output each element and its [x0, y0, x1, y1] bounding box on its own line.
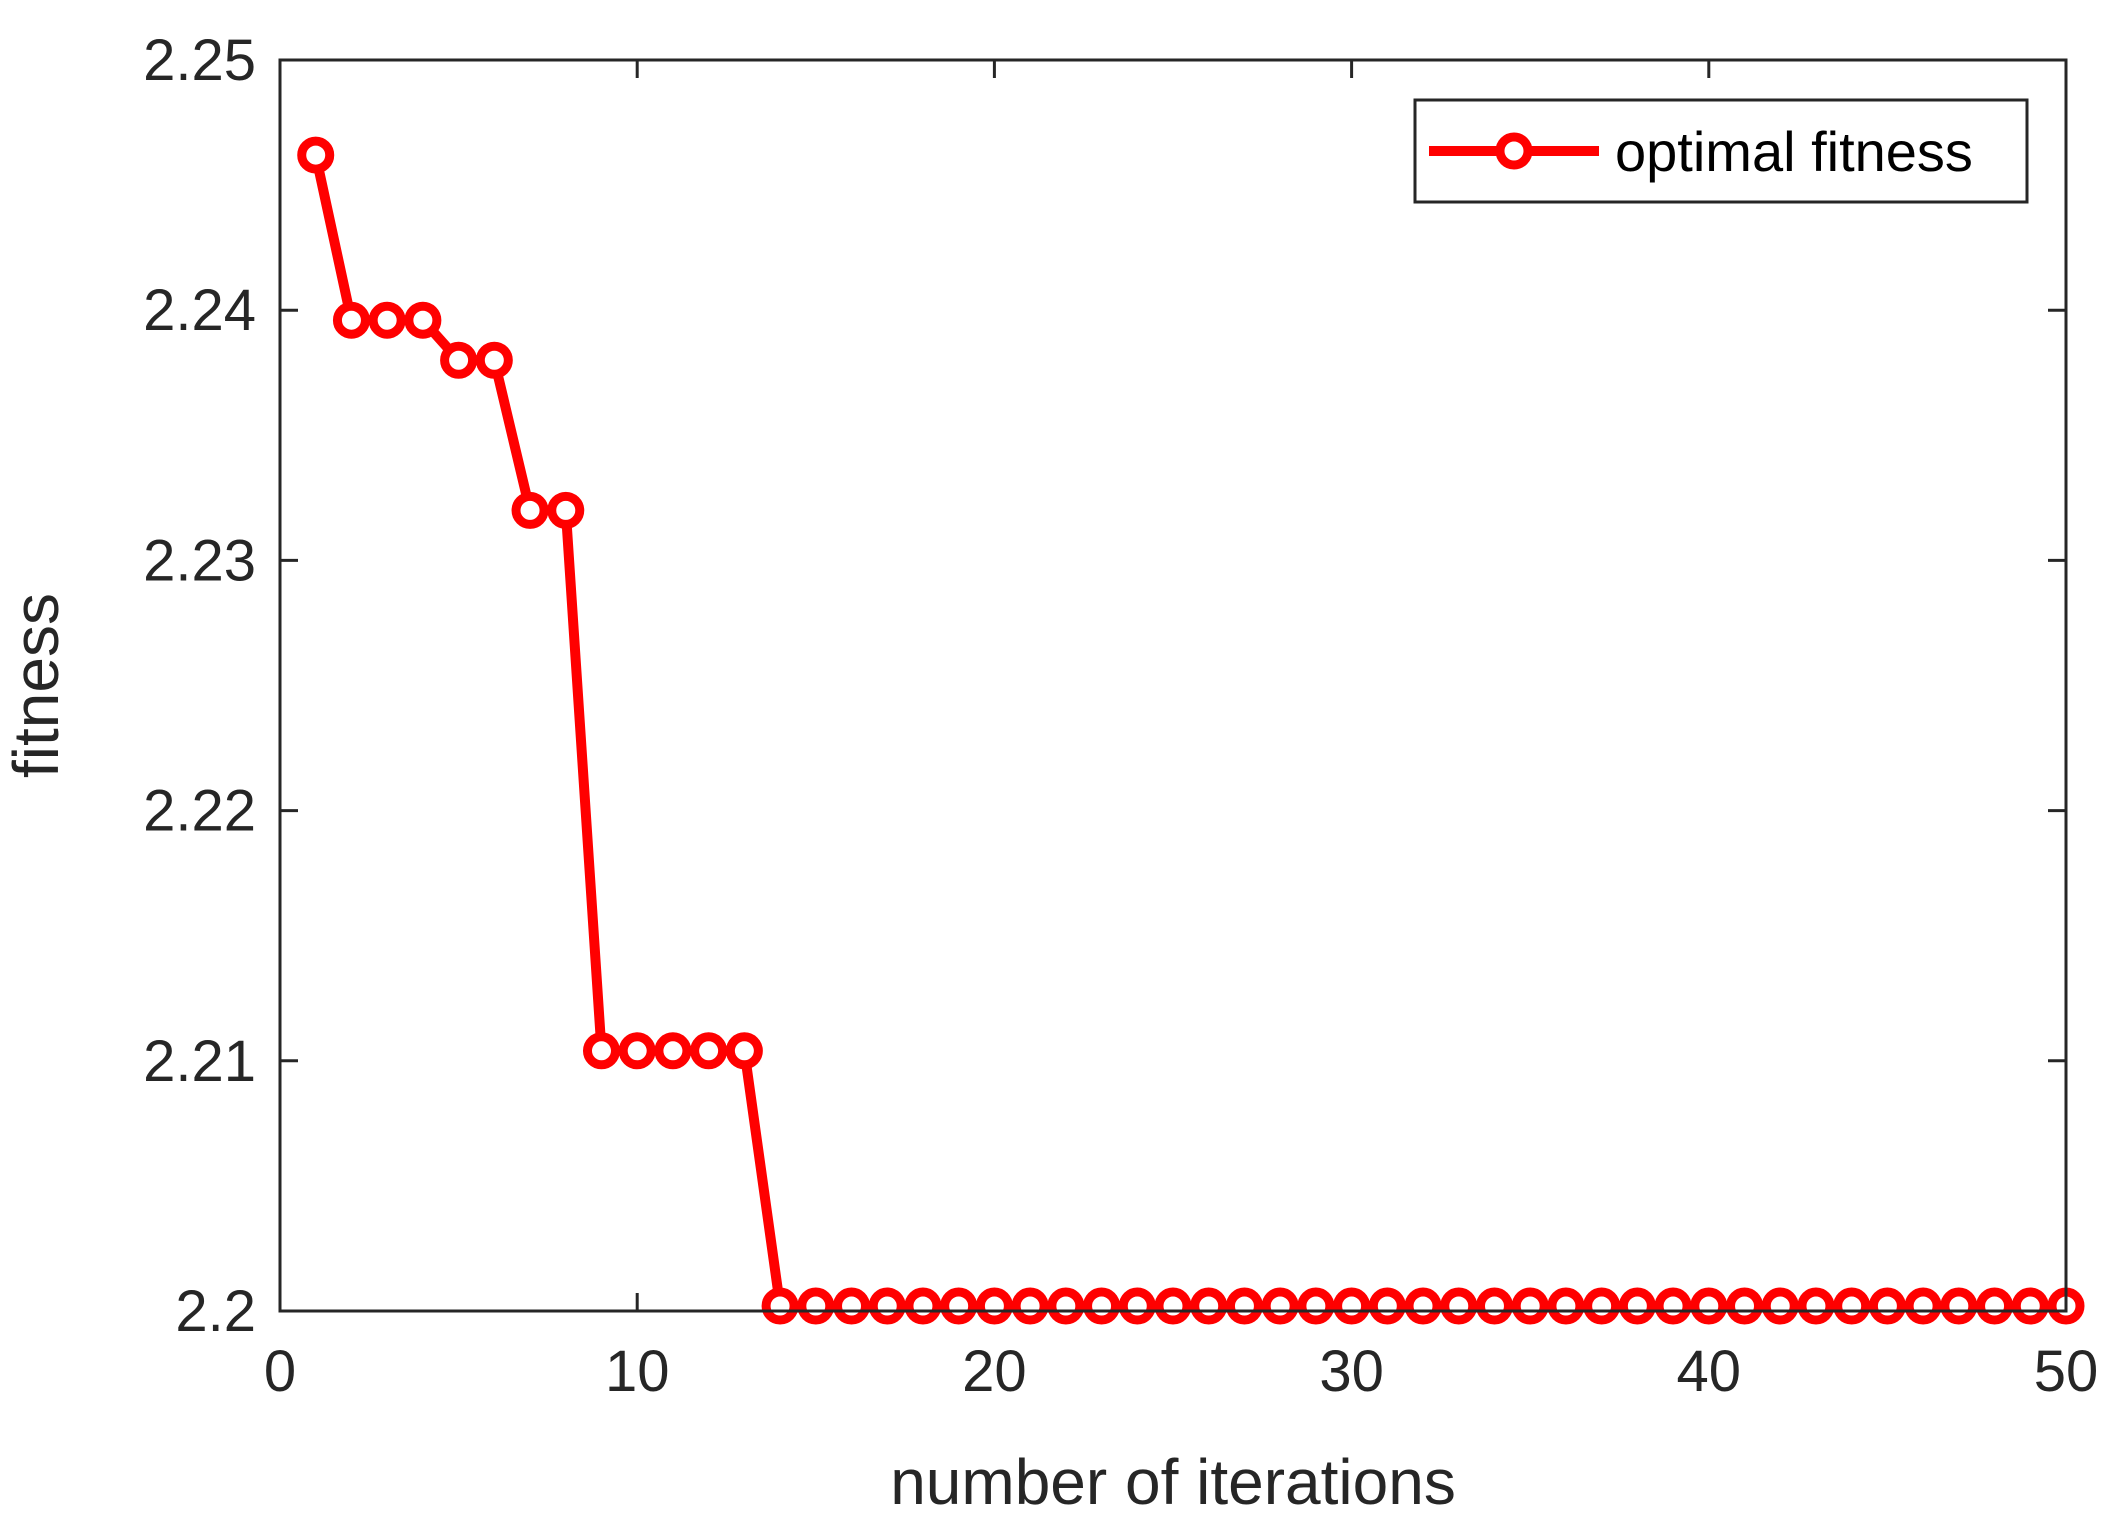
data-point [761, 1287, 799, 1325]
x-tick-label: 40 [1677, 1339, 1742, 1404]
data-point [1083, 1287, 1121, 1325]
y-axis-label: fitness [0, 593, 72, 778]
data-point [1618, 1287, 1656, 1325]
x-tick-label: 30 [1319, 1339, 1384, 1404]
data-point [511, 491, 549, 529]
data-point [1011, 1287, 1049, 1325]
data-point [1868, 1287, 1906, 1325]
plot-area-frame [278, 58, 2068, 1313]
data-point [797, 1287, 835, 1325]
data-point [1475, 1287, 1513, 1325]
data-point [1047, 1287, 1085, 1325]
data-point [1654, 1287, 1692, 1325]
series-layer [297, 136, 2085, 1325]
data-point [1297, 1287, 1335, 1325]
data-point [618, 1032, 656, 1070]
y-tick-label: 2.24 [143, 278, 256, 343]
data-point [1118, 1287, 1156, 1325]
legend-marker-icon [1495, 132, 1533, 170]
data-point [297, 136, 335, 174]
legend: optimal fitness [1413, 98, 2029, 204]
data-point [1690, 1287, 1728, 1325]
data-point [725, 1032, 763, 1070]
data-point [368, 301, 406, 339]
data-point [975, 1287, 1013, 1325]
data-point [440, 341, 478, 379]
data-point [1976, 1287, 2014, 1325]
x-tick-label: 50 [2034, 1339, 2099, 1404]
x-tick-label: 10 [605, 1339, 670, 1404]
data-point [1333, 1287, 1371, 1325]
data-point [1368, 1287, 1406, 1325]
y-tick-label: 2.2 [175, 1279, 256, 1344]
data-point [1404, 1287, 1442, 1325]
data-point [940, 1287, 978, 1325]
y-tick-label: 2.21 [143, 1029, 256, 1094]
data-point [1190, 1287, 1228, 1325]
data-point [1940, 1287, 1978, 1325]
x-tick-label: 0 [264, 1339, 296, 1404]
data-point [1761, 1287, 1799, 1325]
data-point [1547, 1287, 1585, 1325]
y-tick-label: 2.23 [143, 528, 256, 593]
data-point [904, 1287, 942, 1325]
data-point [1583, 1287, 1621, 1325]
data-point [1833, 1287, 1871, 1325]
data-point [833, 1287, 871, 1325]
data-point [547, 491, 585, 529]
data-point [1726, 1287, 1764, 1325]
data-point [1261, 1287, 1299, 1325]
y-tick-label: 2.25 [143, 28, 256, 93]
data-point [1154, 1287, 1192, 1325]
data-point [868, 1287, 906, 1325]
data-point [332, 301, 370, 339]
data-point [1797, 1287, 1835, 1325]
x-tick-label: 20 [962, 1339, 1027, 1404]
data-point [690, 1032, 728, 1070]
x-axis-label: number of iterations [890, 1446, 1456, 1518]
tick-labels: 0 10 20 30 40 50 2.2 2.21 2.22 2.23 2.24 2.25 [143, 28, 2098, 1404]
data-point [2011, 1287, 2049, 1325]
data-point [1511, 1287, 1549, 1325]
data-point [654, 1032, 692, 1070]
data-point [1225, 1287, 1263, 1325]
data-point [1904, 1287, 1942, 1325]
legend-label: optimal fitness [1615, 120, 1973, 183]
data-point [404, 301, 442, 339]
data-point [582, 1032, 620, 1070]
data-point [1440, 1287, 1478, 1325]
y-tick-label: 2.22 [143, 779, 256, 844]
data-point [475, 341, 513, 379]
